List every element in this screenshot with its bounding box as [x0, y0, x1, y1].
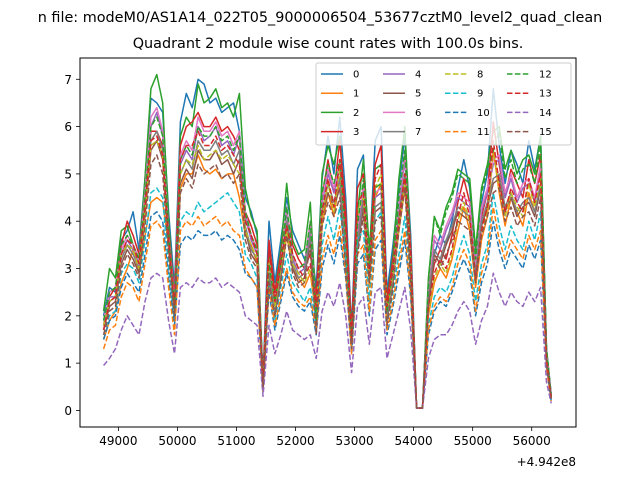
x-tick-label: 51000 — [217, 434, 255, 448]
legend-box — [315, 62, 572, 146]
y-tick-label: 7 — [64, 73, 72, 87]
legend-label-14: 14 — [539, 108, 552, 119]
chart-title: Quadrant 2 module wise count rates with … — [133, 36, 524, 52]
series-line-11 — [102, 206, 552, 409]
series-layer — [102, 73, 552, 409]
legend-label-0: 0 — [353, 70, 359, 81]
x-tick-label: 56000 — [513, 434, 551, 448]
legend-label-2: 2 — [353, 108, 359, 119]
legend-label-12: 12 — [539, 70, 552, 81]
legend-label-5: 5 — [415, 89, 421, 100]
legend-label-8: 8 — [477, 70, 483, 81]
y-tick-label: 2 — [64, 309, 72, 323]
y-axis: 0 1 2 3 4 5 6 7 — [64, 73, 80, 418]
y-tick-label: 0 — [64, 404, 72, 418]
legend-label-3: 3 — [353, 127, 359, 138]
x-tick-label: 53000 — [335, 434, 373, 448]
legend-label-7: 7 — [415, 127, 421, 138]
series-line-15 — [102, 154, 552, 409]
axes-frame — [79, 57, 577, 428]
x-offset-label: +4.942e8 — [517, 455, 576, 469]
y-tick-label: 5 — [64, 167, 72, 181]
figure-suptitle: n file: modeM0/AS1A14_022T05_9000006504_… — [38, 10, 603, 26]
series-line-14 — [103, 272, 552, 409]
legend-label-10: 10 — [477, 108, 490, 119]
legend-label-11: 11 — [477, 127, 490, 138]
y-tick-label: 4 — [64, 215, 72, 229]
x-axis: 49000 50000 51000 52000 53000 54000 55000 56000 — [99, 427, 551, 448]
legend-label-13: 13 — [539, 89, 552, 100]
legend-label-6: 6 — [415, 108, 421, 119]
legend-label-9: 9 — [477, 89, 483, 100]
x-tick-label: 54000 — [395, 434, 433, 448]
y-tick-label: 6 — [64, 120, 72, 134]
y-tick-label: 3 — [64, 262, 72, 276]
x-tick-label: 52000 — [276, 434, 314, 448]
legend-label-1: 1 — [353, 89, 359, 100]
x-tick-label: 49000 — [99, 434, 137, 448]
y-tick-label: 1 — [64, 357, 72, 371]
x-tick-label: 55000 — [454, 434, 492, 448]
legend-label-15: 15 — [539, 127, 552, 138]
legend-label-4: 4 — [415, 70, 421, 81]
x-tick-label: 50000 — [158, 434, 196, 448]
